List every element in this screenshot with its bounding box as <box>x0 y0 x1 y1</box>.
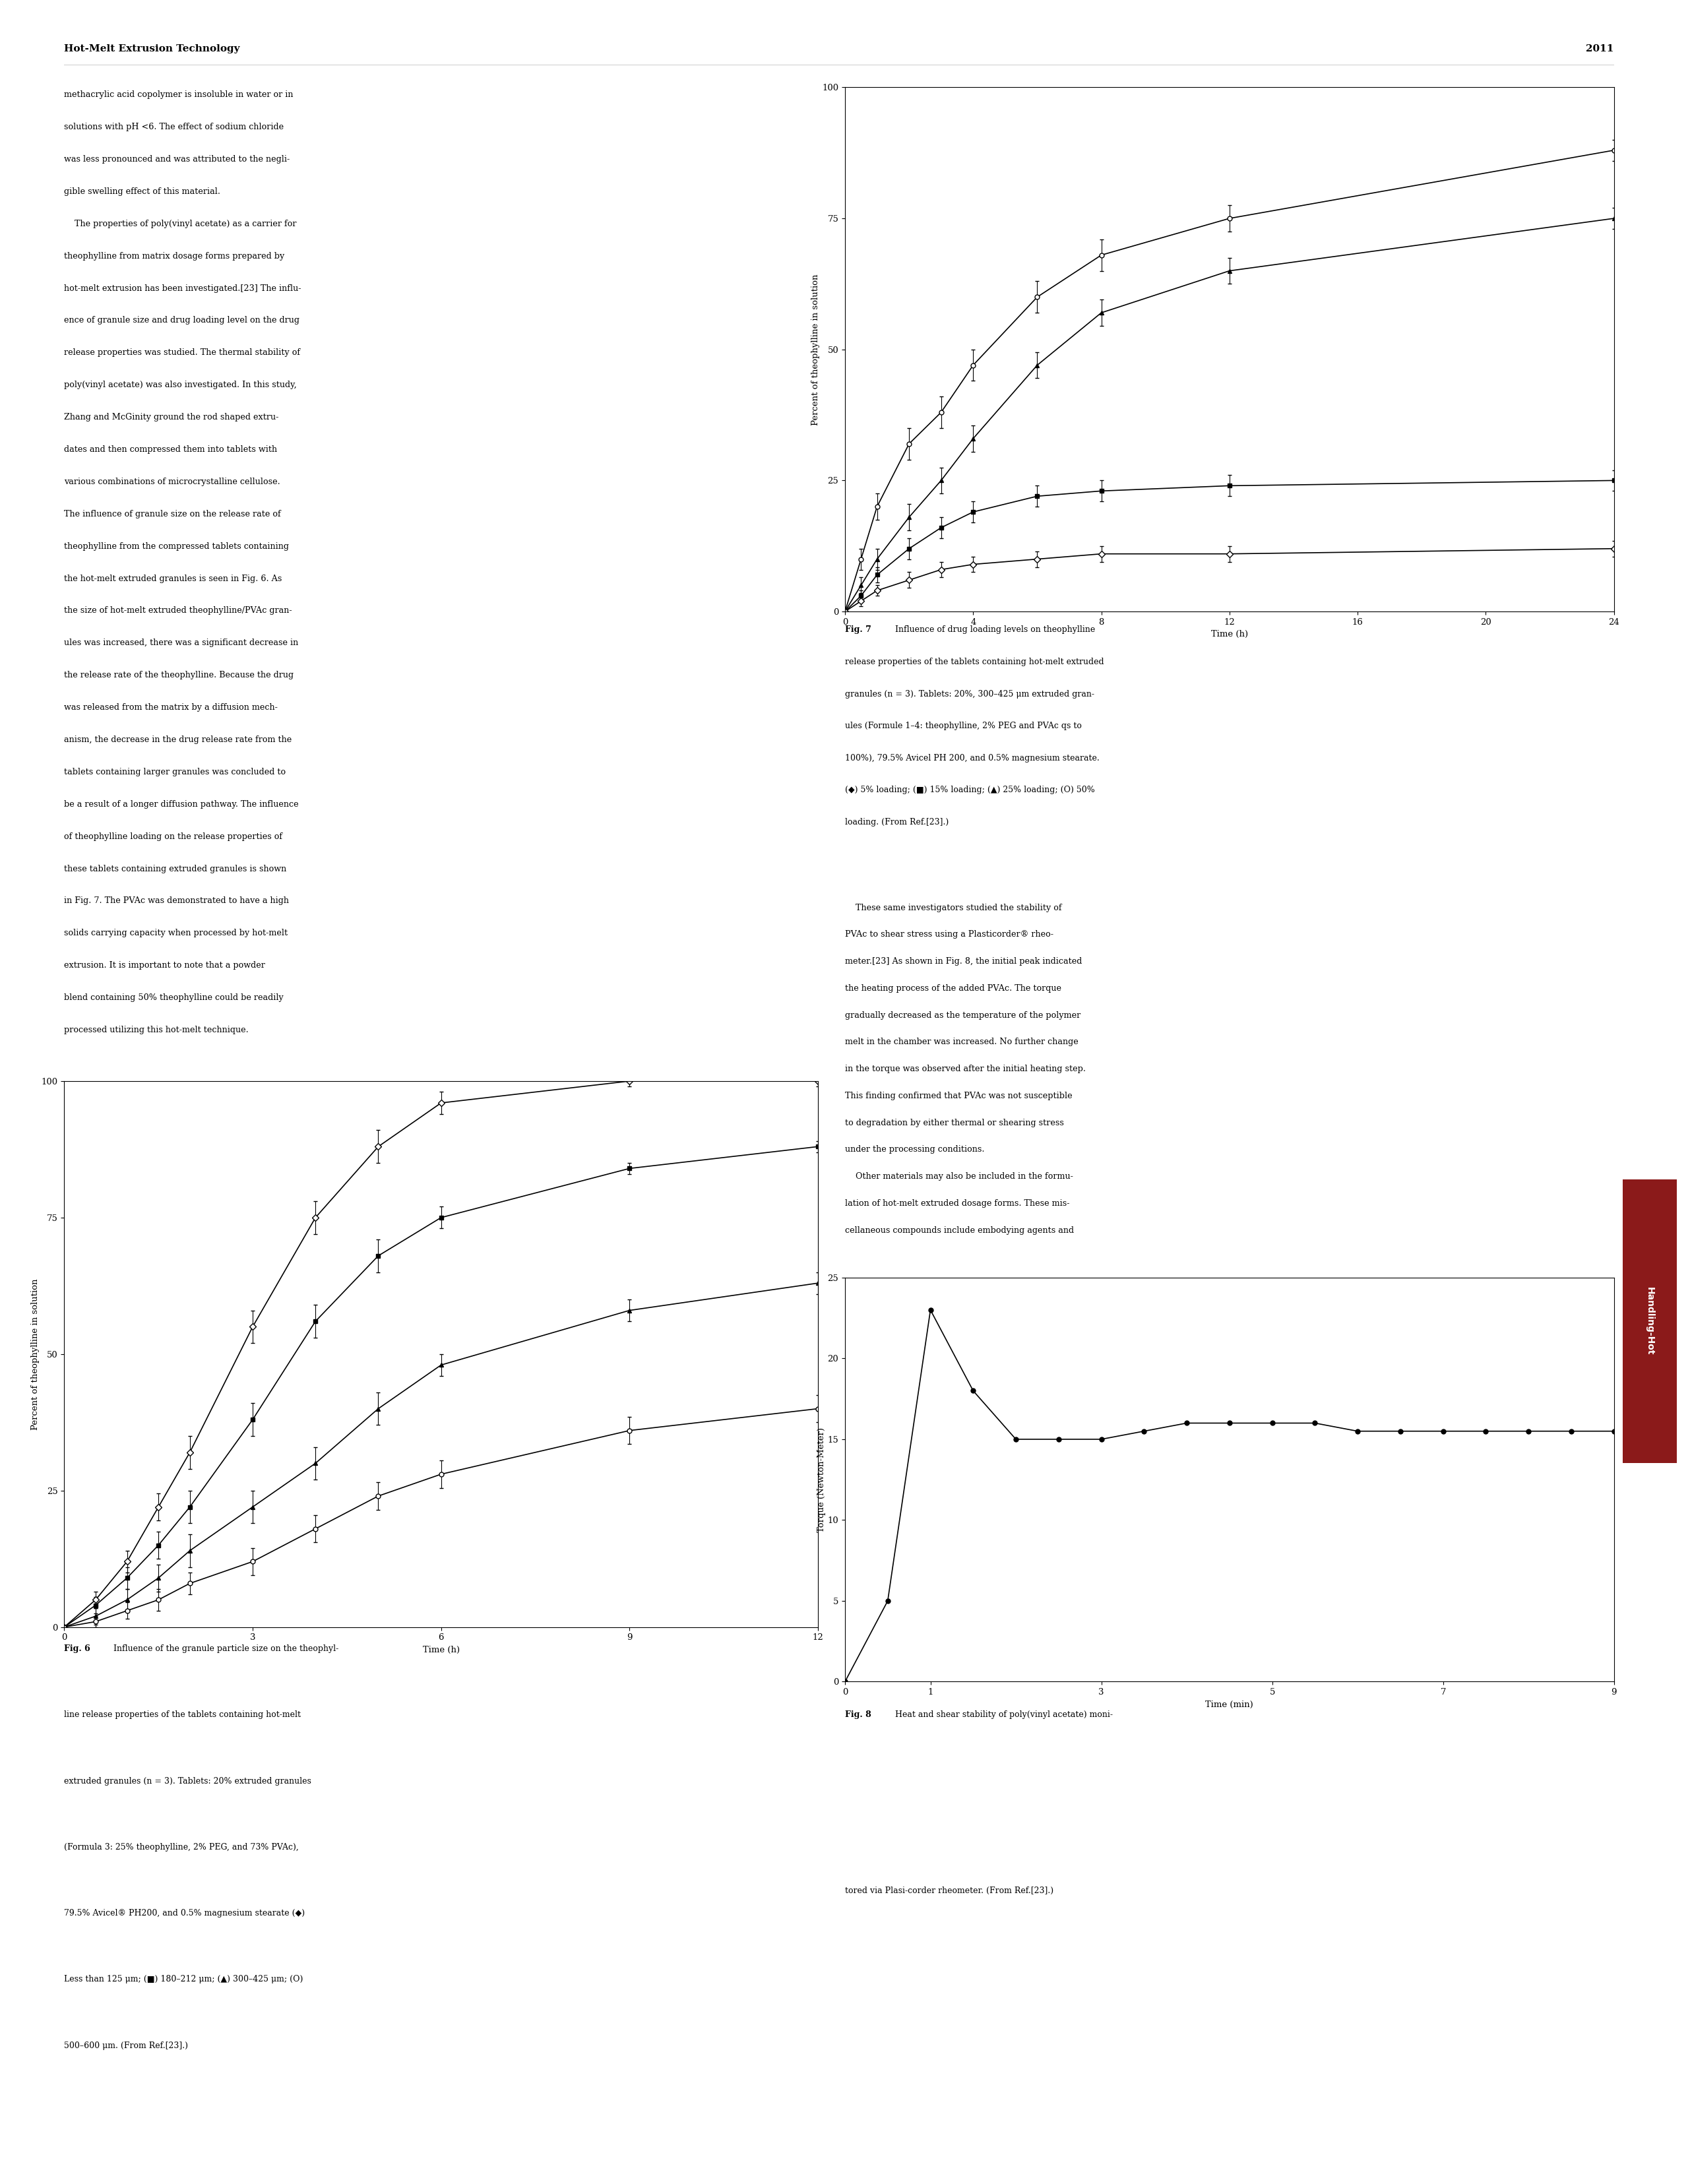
Text: processed utilizing this hot-melt technique.: processed utilizing this hot-melt techni… <box>64 1026 248 1035</box>
Text: gradually decreased as the temperature of the polymer: gradually decreased as the temperature o… <box>845 1011 1080 1020</box>
Text: blend containing 50% theophylline could be readily: blend containing 50% theophylline could … <box>64 994 284 1002</box>
Text: tablets containing larger granules was concluded to: tablets containing larger granules was c… <box>64 769 286 775</box>
Text: granules (n = 3). Tablets: 20%, 300–425 μm extruded gran-: granules (n = 3). Tablets: 20%, 300–425 … <box>845 690 1095 699</box>
Text: theophylline from matrix dosage forms prepared by: theophylline from matrix dosage forms pr… <box>64 251 284 260</box>
Text: release properties of the tablets containing hot-melt extruded: release properties of the tablets contai… <box>845 657 1104 666</box>
Text: 79.5% Avicel® PH200, and 0.5% magnesium stearate (◆): 79.5% Avicel® PH200, and 0.5% magnesium … <box>64 1909 306 1918</box>
Text: Fig. 6: Fig. 6 <box>64 1645 91 1653</box>
Text: Fig. 8: Fig. 8 <box>845 1710 872 1719</box>
Text: cellaneous compounds include embodying agents and: cellaneous compounds include embodying a… <box>845 1225 1073 1234</box>
Text: Hot-Melt Extrusion Technology: Hot-Melt Extrusion Technology <box>64 44 240 55</box>
Text: Less than 125 μm; (■) 180–212 μm; (▲) 300–425 μm; (O): Less than 125 μm; (■) 180–212 μm; (▲) 30… <box>64 1974 303 1983</box>
Text: solids carrying capacity when processed by hot-melt: solids carrying capacity when processed … <box>64 928 287 937</box>
Text: These same investigators studied the stability of: These same investigators studied the sta… <box>845 904 1061 913</box>
Text: be a result of a longer diffusion pathway. The influence: be a result of a longer diffusion pathwa… <box>64 799 299 808</box>
Text: poly(vinyl acetate) was also investigated. In this study,: poly(vinyl acetate) was also investigate… <box>64 380 297 389</box>
Text: of theophylline loading on the release properties of: of theophylline loading on the release p… <box>64 832 282 841</box>
Text: in Fig. 7. The PVAc was demonstrated to have a high: in Fig. 7. The PVAc was demonstrated to … <box>64 898 289 906</box>
Text: meter.[23] As shown in Fig. 8, the initial peak indicated: meter.[23] As shown in Fig. 8, the initi… <box>845 957 1082 965</box>
Text: ules was increased, there was a significant decrease in: ules was increased, there was a signific… <box>64 638 299 646</box>
Text: 100%), 79.5% Avicel PH 200, and 0.5% magnesium stearate.: 100%), 79.5% Avicel PH 200, and 0.5% mag… <box>845 753 1100 762</box>
Y-axis label: Percent of theophylline in solution: Percent of theophylline in solution <box>30 1278 39 1431</box>
Text: Handling-Hot: Handling-Hot <box>1644 1286 1655 1356</box>
Y-axis label: Torque (Newton-Meter): Torque (Newton-Meter) <box>818 1426 826 1533</box>
Text: dates and then compressed them into tablets with: dates and then compressed them into tabl… <box>64 446 277 454</box>
Text: This finding confirmed that PVAc was not susceptible: This finding confirmed that PVAc was not… <box>845 1092 1073 1101</box>
Text: line release properties of the tablets containing hot-melt: line release properties of the tablets c… <box>64 1710 301 1719</box>
Text: extrusion. It is important to note that a powder: extrusion. It is important to note that … <box>64 961 265 970</box>
Text: to degradation by either thermal or shearing stress: to degradation by either thermal or shea… <box>845 1118 1065 1127</box>
Text: methacrylic acid copolymer is insoluble in water or in: methacrylic acid copolymer is insoluble … <box>64 90 294 98</box>
FancyBboxPatch shape <box>1622 1179 1676 1463</box>
Text: the release rate of the theophylline. Because the drug: the release rate of the theophylline. Be… <box>64 670 294 679</box>
Text: Influence of drug loading levels on theophylline: Influence of drug loading levels on theo… <box>889 625 1095 633</box>
Text: under the processing conditions.: under the processing conditions. <box>845 1144 985 1153</box>
Text: PVAc to shear stress using a Plasticorder® rheo-: PVAc to shear stress using a Plasticorde… <box>845 930 1053 939</box>
Text: extruded granules (n = 3). Tablets: 20% extruded granules: extruded granules (n = 3). Tablets: 20% … <box>64 1778 311 1784</box>
Text: Fig. 7: Fig. 7 <box>845 625 872 633</box>
Text: lation of hot-melt extruded dosage forms. These mis-: lation of hot-melt extruded dosage forms… <box>845 1199 1070 1208</box>
Text: the size of hot-melt extruded theophylline/PVAc gran-: the size of hot-melt extruded theophylli… <box>64 607 292 616</box>
Text: various combinations of microcrystalline cellulose.: various combinations of microcrystalline… <box>64 478 281 487</box>
Text: Zhang and McGinity ground the rod shaped extru-: Zhang and McGinity ground the rod shaped… <box>64 413 279 422</box>
Text: these tablets containing extruded granules is shown: these tablets containing extruded granul… <box>64 865 287 874</box>
X-axis label: Time (h): Time (h) <box>422 1647 460 1653</box>
Text: Influence of the granule particle size on the theophyl-: Influence of the granule particle size o… <box>108 1645 338 1653</box>
Text: theophylline from the compressed tablets containing: theophylline from the compressed tablets… <box>64 542 289 550</box>
Text: was released from the matrix by a diffusion mech-: was released from the matrix by a diffus… <box>64 703 277 712</box>
Text: Other materials may also be included in the formu-: Other materials may also be included in … <box>845 1173 1073 1182</box>
Text: anism, the decrease in the drug release rate from the: anism, the decrease in the drug release … <box>64 736 292 745</box>
Text: was less pronounced and was attributed to the negli-: was less pronounced and was attributed t… <box>64 155 291 164</box>
Text: loading. (From Ref.[23].): loading. (From Ref.[23].) <box>845 817 948 826</box>
Y-axis label: Percent of theophylline in solution: Percent of theophylline in solution <box>811 273 820 426</box>
Text: ence of granule size and drug loading level on the drug: ence of granule size and drug loading le… <box>64 317 299 325</box>
Text: The properties of poly(vinyl acetate) as a carrier for: The properties of poly(vinyl acetate) as… <box>64 218 297 227</box>
X-axis label: Time (h): Time (h) <box>1212 631 1247 638</box>
Text: Heat and shear stability of poly(vinyl acetate) moni-: Heat and shear stability of poly(vinyl a… <box>889 1710 1112 1719</box>
Text: release properties was studied. The thermal stability of: release properties was studied. The ther… <box>64 349 301 356</box>
Text: gible swelling effect of this material.: gible swelling effect of this material. <box>64 188 221 197</box>
Text: ules (Formule 1–4: theophylline, 2% PEG and PVAc qs to: ules (Formule 1–4: theophylline, 2% PEG … <box>845 721 1082 729</box>
Text: The influence of granule size on the release rate of: The influence of granule size on the rel… <box>64 509 281 518</box>
Text: melt in the chamber was increased. No further change: melt in the chamber was increased. No fu… <box>845 1037 1078 1046</box>
Text: the heating process of the added PVAc. The torque: the heating process of the added PVAc. T… <box>845 985 1061 994</box>
Text: 2011: 2011 <box>1585 44 1614 55</box>
Text: tored via Plasi-corder rheometer. (From Ref.[23].): tored via Plasi-corder rheometer. (From … <box>845 1887 1053 1896</box>
Text: in the torque was observed after the initial heating step.: in the torque was observed after the ini… <box>845 1066 1085 1072</box>
Text: hot-melt extrusion has been investigated.[23] The influ-: hot-melt extrusion has been investigated… <box>64 284 301 293</box>
Text: (Formula 3: 25% theophylline, 2% PEG, and 73% PVAc),: (Formula 3: 25% theophylline, 2% PEG, an… <box>64 1843 299 1852</box>
Text: (◆) 5% loading; (■) 15% loading; (▲) 25% loading; (O) 50%: (◆) 5% loading; (■) 15% loading; (▲) 25%… <box>845 786 1095 795</box>
X-axis label: Time (min): Time (min) <box>1205 1701 1254 1708</box>
Text: solutions with pH <6. The effect of sodium chloride: solutions with pH <6. The effect of sodi… <box>64 122 284 131</box>
Text: the hot-melt extruded granules is seen in Fig. 6. As: the hot-melt extruded granules is seen i… <box>64 574 282 583</box>
Text: 500–600 μm. (From Ref.[23].): 500–600 μm. (From Ref.[23].) <box>64 2042 188 2051</box>
